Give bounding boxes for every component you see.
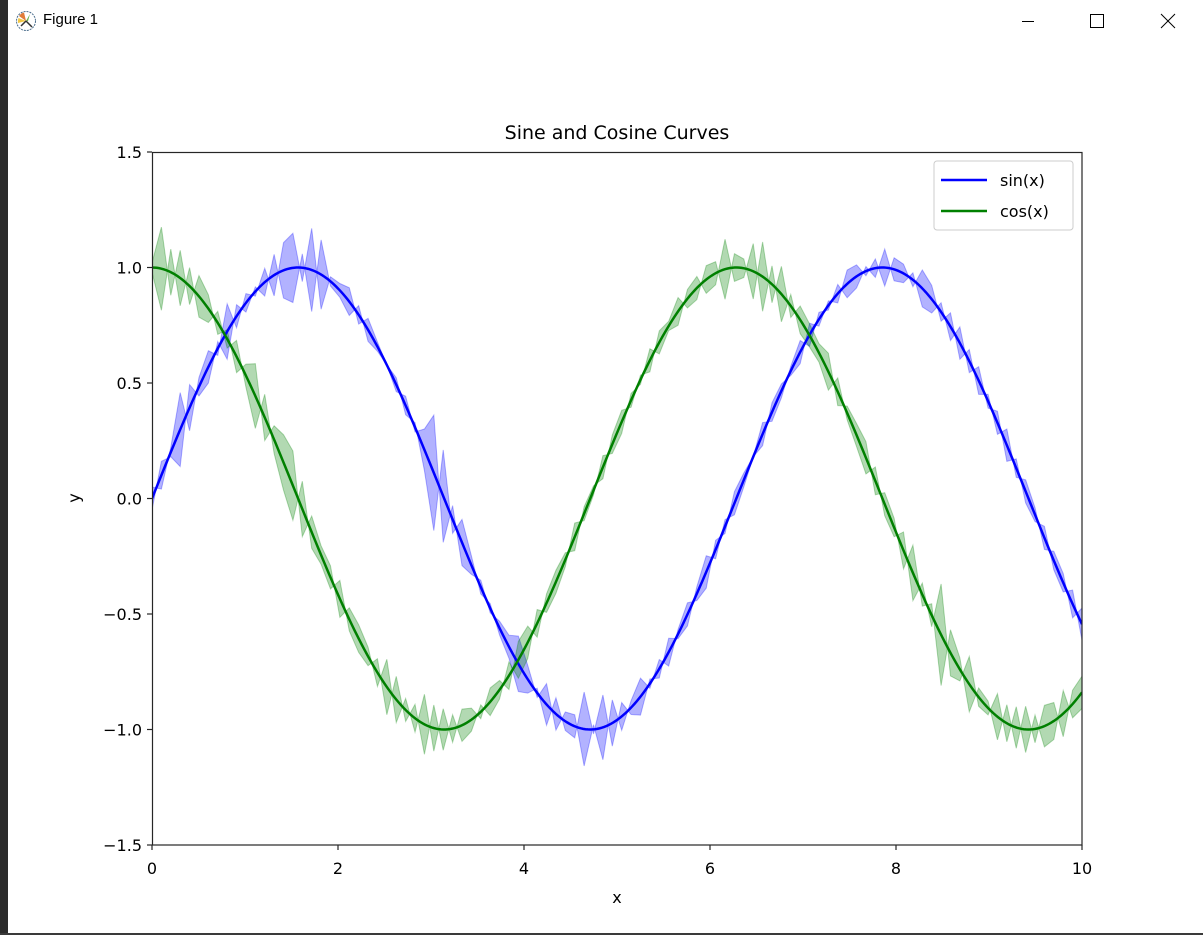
maximize-icon: [1090, 14, 1104, 28]
axes-frame: [151, 151, 1083, 846]
x-tick-label: 0: [147, 859, 157, 878]
y-tick-label: 1.5: [117, 143, 142, 162]
sin-line: [152, 266, 1082, 731]
window-title: Figure 1: [43, 11, 99, 28]
title-bar[interactable]: Figure 1: [8, 0, 1203, 42]
background-desktop-strip: [0, 0, 8, 935]
close-button[interactable]: [1145, 0, 1191, 42]
x-axis-ticks: 0 2 4 6 8 10: [147, 845, 1092, 878]
figure-window: Figure 1: [8, 0, 1203, 933]
y-tick-label: 0.0: [117, 490, 142, 509]
minimize-button[interactable]: [1005, 0, 1051, 42]
y-tick-label: −1.0: [103, 721, 142, 740]
window-bottom-edge: [0, 933, 1203, 935]
matplotlib-icon: [16, 11, 36, 31]
maximize-button[interactable]: [1074, 0, 1120, 42]
legend-label-cos: cos(x): [1000, 202, 1049, 221]
minimize-icon: [1022, 21, 1034, 22]
x-tick-label: 6: [705, 859, 715, 878]
y-tick-label: 1.0: [117, 259, 142, 278]
legend-box: [933, 160, 1074, 231]
y-tick-label: −0.5: [103, 605, 142, 624]
plot-lines: [152, 266, 1082, 731]
x-tick-label: 4: [519, 859, 529, 878]
y-tick-label: 0.5: [117, 374, 142, 393]
x-axis-label: x: [612, 888, 621, 907]
y-axis-label: y: [65, 493, 84, 502]
chart-title: Sine and Cosine Curves: [505, 122, 730, 144]
x-tick-label: 2: [333, 859, 343, 878]
y-tick-label: −1.5: [103, 836, 142, 855]
x-tick-label: 8: [891, 859, 901, 878]
y-axis-ticks: 1.5 1.0 0.5 0.0 −0.5 −1.0 −1.5: [103, 143, 152, 855]
cos-noise-band: [152, 226, 1082, 755]
confidence-bands: [152, 226, 1082, 767]
legend: sin(x) cos(x): [933, 160, 1074, 231]
close-icon: [1160, 13, 1176, 29]
x-tick-label: 10: [1072, 859, 1092, 878]
cos-line: [152, 266, 1082, 731]
legend-label-sin: sin(x): [1000, 171, 1045, 190]
